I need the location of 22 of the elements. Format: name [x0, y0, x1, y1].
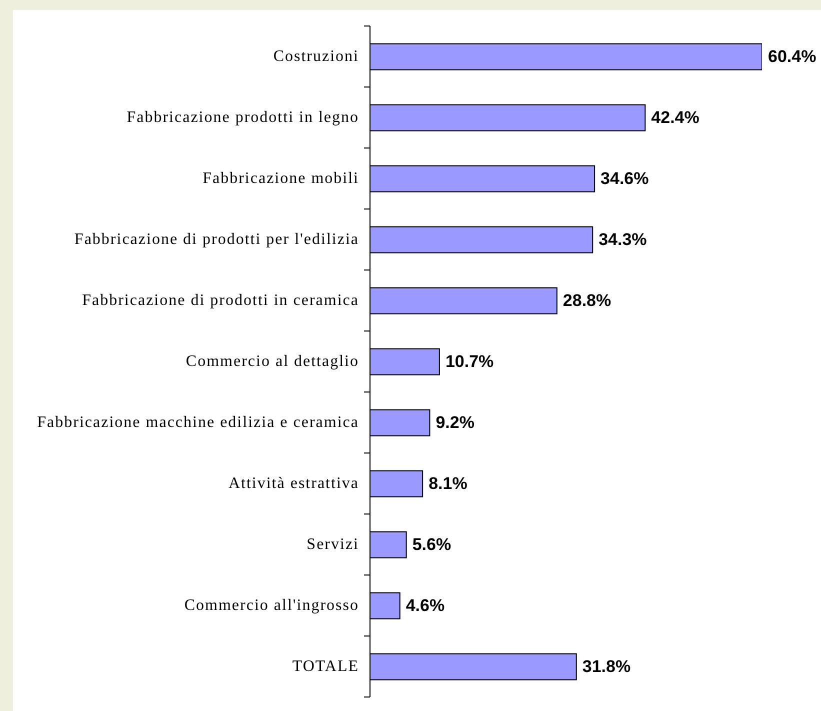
data-label: 4.6%	[406, 596, 445, 616]
data-label: 34.3%	[598, 230, 647, 250]
data-label: 10.7%	[445, 352, 494, 372]
data-label: 9.2%	[436, 413, 474, 432]
y-tick-label: TOTALE	[292, 658, 359, 675]
y-tick-label: Commercio al dettaglio	[186, 353, 359, 370]
data-label: 60.4%	[768, 47, 816, 66]
data-label: 34.6%	[600, 169, 649, 188]
y-tick-label: Fabbricazione di prodotti in ceramica	[82, 292, 359, 309]
y-tick-label: Servizi	[306, 536, 359, 553]
data-label: 31.8%	[582, 657, 631, 676]
data-label: 28.8%	[562, 291, 612, 310]
y-tick-label: Commercio all'ingrosso	[184, 597, 359, 614]
data-label: 8.1%	[428, 474, 468, 494]
y-tick-label: Fabbricazione mobili	[202, 170, 359, 187]
y-tick-label: Attività estrattiva	[228, 475, 359, 492]
y-tick-label: Fabbricazione prodotti in legno	[126, 109, 359, 126]
y-tick-label: Fabbricazione macchine edilizia e ceramica	[37, 414, 359, 431]
data-label: 42.4%	[651, 108, 700, 128]
data-label: 5.6%	[412, 535, 452, 554]
y-tick-label: Costruzioni	[273, 48, 359, 65]
y-tick-label: Fabbricazione di prodotti per l'edilizia	[74, 231, 359, 248]
